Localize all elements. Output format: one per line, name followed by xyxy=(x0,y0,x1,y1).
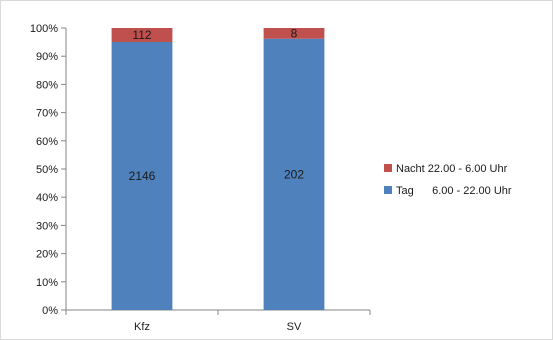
bar-segment xyxy=(111,28,173,42)
y-tick-label: 20% xyxy=(36,249,58,261)
legend: Nacht 22.00 - 6.00 Uhr Tag 6.00 - 22.00 U… xyxy=(384,163,512,197)
data-label: 8 xyxy=(291,26,298,40)
bar-segment xyxy=(263,38,325,310)
x-axis: Kfz SV xyxy=(65,309,371,333)
y-tick-label: 30% xyxy=(36,220,58,232)
legend-label: Nacht 22.00 - 6.00 Uhr xyxy=(396,163,508,175)
data-label: 112 xyxy=(132,28,151,42)
y-tick-label: 70% xyxy=(36,108,58,120)
bars: 2146 112 202 8 xyxy=(111,26,325,310)
data-label: 202 xyxy=(284,167,304,181)
y-tick-label: 60% xyxy=(36,136,58,148)
legend-swatch xyxy=(384,164,392,172)
x-tick-label: Kfz xyxy=(134,321,150,333)
legend-swatch xyxy=(384,186,392,194)
y-tick-label: 50% xyxy=(36,164,58,176)
bar-segment xyxy=(263,28,325,39)
y-tick-label: 90% xyxy=(36,51,58,63)
bar-segment xyxy=(111,41,173,310)
y-tick-label: 80% xyxy=(36,79,58,91)
y-tick-label: 10% xyxy=(36,277,58,289)
legend-label: Tag 6.00 - 22.00 Uhr xyxy=(396,185,512,197)
x-tick-label: SV xyxy=(287,321,302,333)
y-tick-label: 100% xyxy=(30,23,58,35)
data-label: 2146 xyxy=(129,169,156,183)
y-tick-label: 40% xyxy=(36,192,58,204)
y-tick-label: 0% xyxy=(42,305,58,317)
y-axis: 0% 10% 20% 30% 40% 50% 60% 70% 80% 90% 100% xyxy=(30,23,67,317)
